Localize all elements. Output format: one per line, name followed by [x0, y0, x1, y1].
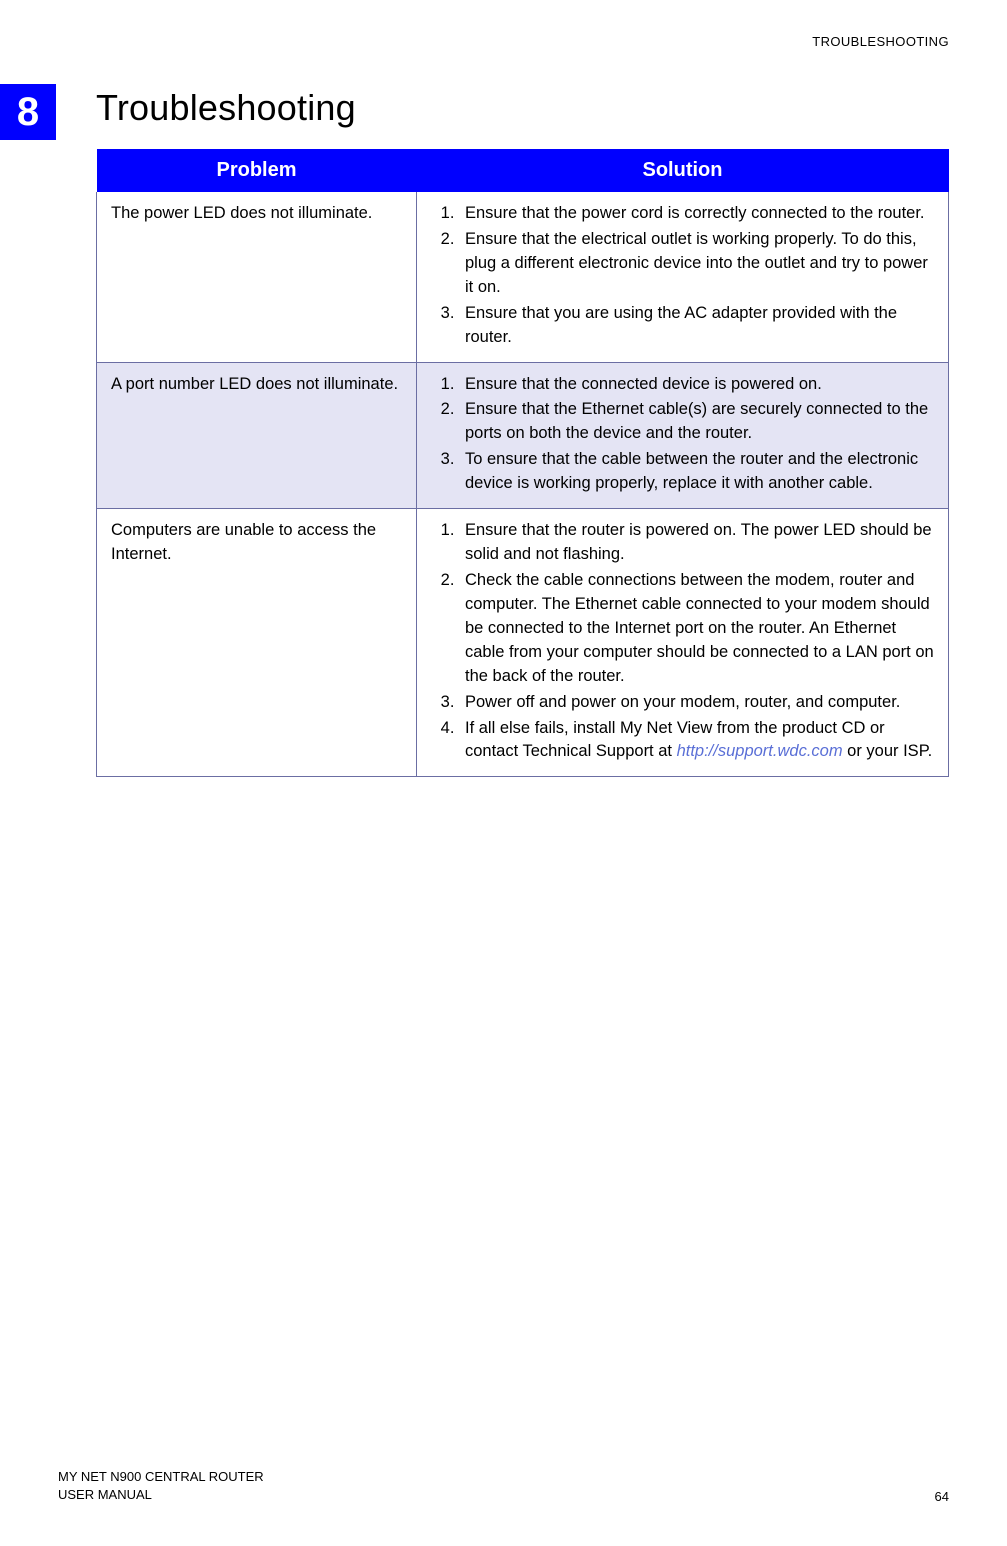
solution-cell: Ensure that the router is powered on. Th…: [417, 509, 949, 777]
page-footer: MY NET N900 CENTRAL ROUTER USER MANUAL 6…: [58, 1468, 949, 1504]
table-row: The power LED does not illuminate. Ensur…: [97, 192, 949, 362]
table-row: Computers are unable to access the Inter…: [97, 509, 949, 777]
support-link[interactable]: http://support.wdc.com: [677, 742, 843, 760]
footer-doc-type: USER MANUAL: [58, 1486, 264, 1504]
solution-step: Power off and power on your modem, route…: [459, 691, 936, 715]
problem-cell: Computers are unable to access the Inter…: [97, 509, 417, 777]
col-header-problem: Problem: [97, 149, 417, 192]
page-title: Troubleshooting: [96, 87, 949, 129]
solution-step: Ensure that the connected device is powe…: [459, 373, 936, 397]
solution-cell: Ensure that the connected device is powe…: [417, 362, 949, 509]
solution-step: If all else fails, install My Net View f…: [459, 717, 936, 765]
col-header-solution: Solution: [417, 149, 949, 192]
solution-step: Ensure that you are using the AC adapter…: [459, 302, 936, 350]
running-head: TROUBLESHOOTING: [58, 34, 949, 49]
troubleshooting-table: Problem Solution The power LED does not …: [96, 149, 949, 777]
solution-step: To ensure that the cable between the rou…: [459, 448, 936, 496]
solution-cell: Ensure that the power cord is correctly …: [417, 192, 949, 362]
solution-step: Ensure that the Ethernet cable(s) are se…: [459, 398, 936, 446]
solution-step-text: or your ISP.: [843, 742, 933, 760]
footer-page-number: 64: [935, 1489, 949, 1504]
solution-step: Ensure that the router is powered on. Th…: [459, 519, 936, 567]
problem-cell: A port number LED does not illuminate.: [97, 362, 417, 509]
footer-product: MY NET N900 CENTRAL ROUTER: [58, 1468, 264, 1486]
problem-cell: The power LED does not illuminate.: [97, 192, 417, 362]
chapter-tab: 8: [0, 84, 56, 140]
solution-step: Ensure that the electrical outlet is wor…: [459, 228, 936, 300]
table-row: A port number LED does not illuminate. E…: [97, 362, 949, 509]
solution-step: Check the cable connections between the …: [459, 569, 936, 689]
solution-step: Ensure that the power cord is correctly …: [459, 202, 936, 226]
